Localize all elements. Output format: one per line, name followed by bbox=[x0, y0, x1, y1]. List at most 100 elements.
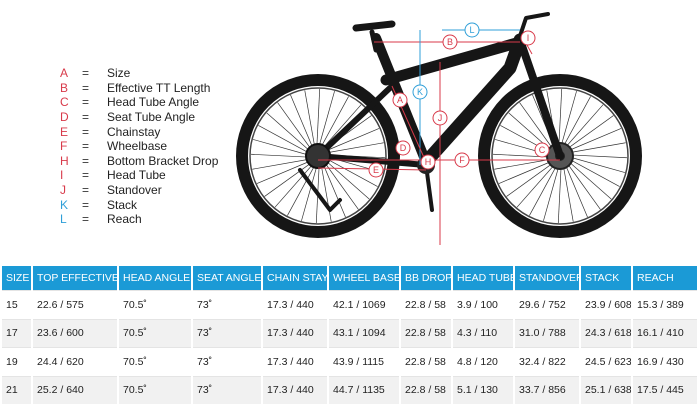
legend-item-c: C = Head Tube Angle bbox=[60, 95, 218, 110]
legend-item-d: D = Seat Tube Angle bbox=[60, 110, 218, 125]
label-e: E bbox=[368, 162, 384, 178]
label-b-text: B bbox=[447, 37, 453, 47]
cell-size: 19 bbox=[2, 347, 33, 376]
label-a-text: A bbox=[397, 95, 403, 105]
table-row: 17 23.6 / 600 70.5˚ 73˚ 17.3 / 440 43.1 … bbox=[2, 318, 699, 348]
wheel-spoke bbox=[323, 158, 370, 200]
legend-equals: = bbox=[82, 197, 90, 212]
wheel-spoke bbox=[264, 160, 315, 197]
cell-top-effective: 22.6 / 575 bbox=[32, 290, 119, 319]
wheel-spoke bbox=[323, 142, 384, 154]
wheel-spoke bbox=[316, 89, 321, 151]
wheel-spoke bbox=[529, 161, 559, 216]
legend-label: Head Tube bbox=[107, 168, 166, 183]
label-l: L bbox=[464, 22, 480, 38]
cell-standover: 29.6 / 752 bbox=[514, 290, 581, 319]
bike-frame bbox=[298, 12, 564, 212]
legend-item-i: I = Head Tube bbox=[60, 168, 218, 183]
legend-label: Chainstay bbox=[107, 124, 161, 139]
cell-reach: 17.5 / 445 bbox=[632, 375, 699, 404]
label-d-text: D bbox=[400, 143, 407, 153]
legend-label: Standover bbox=[107, 183, 162, 198]
wheel-spoke bbox=[287, 161, 317, 216]
label-j-text: J bbox=[438, 113, 443, 123]
legend-label: Seat Tube Angle bbox=[107, 110, 196, 125]
geometry-table: SIZE TOP EFFECTIVE HEAD ANGLE SEAT ANGLE… bbox=[2, 266, 699, 404]
cell-chain-stay: 17.3 / 440 bbox=[262, 347, 329, 376]
wheel-spoke bbox=[277, 102, 314, 153]
legend-equals: = bbox=[82, 212, 90, 227]
cell-seat-angle: 73˚ bbox=[192, 375, 263, 404]
cell-head-tube: 5.1 / 130 bbox=[452, 375, 515, 404]
cell-size: 17 bbox=[2, 318, 33, 348]
legend-letter: F bbox=[60, 139, 68, 154]
legend-equals: = bbox=[82, 124, 90, 139]
label-b: B bbox=[442, 34, 458, 50]
label-i-text: I bbox=[527, 33, 530, 43]
bike-illustration: A B C D E F H bbox=[236, 12, 642, 245]
wheel-spoke bbox=[561, 96, 591, 151]
label-a: A bbox=[392, 92, 408, 108]
legend-letter: K bbox=[60, 197, 69, 212]
wheel-spoke bbox=[563, 115, 614, 152]
wheel-spoke bbox=[543, 161, 561, 222]
header-head-tube: HEAD TUBE bbox=[452, 266, 515, 291]
legend-label: Stack bbox=[107, 197, 138, 212]
cell-chain-stay: 17.3 / 440 bbox=[262, 318, 329, 348]
wheel-spoke bbox=[321, 160, 346, 218]
cell-chain-stay: 17.3 / 440 bbox=[262, 290, 329, 319]
table-row: 21 25.2 / 640 70.5˚ 73˚ 17.3 / 440 44.7 … bbox=[2, 375, 699, 404]
legend-item-e: E = Chainstay bbox=[60, 124, 218, 139]
cell-seat-angle: 73˚ bbox=[192, 318, 263, 348]
legend-letter: A bbox=[60, 66, 69, 81]
header-top-effective: TOP EFFECTIVE bbox=[32, 266, 119, 291]
label-j: J bbox=[432, 110, 448, 126]
cell-chain-stay: 17.3 / 440 bbox=[262, 375, 329, 404]
header-bb-drop: BB DROP bbox=[400, 266, 453, 291]
header-seat-angle: SEAT ANGLE bbox=[192, 266, 263, 291]
header-standover: STANDOVER bbox=[514, 266, 581, 291]
cell-wheel-base: 42.1 / 1069 bbox=[328, 290, 401, 319]
cell-bb-drop: 22.8 / 58 bbox=[400, 318, 453, 348]
wheel-spoke bbox=[304, 90, 316, 151]
wheel-spoke bbox=[258, 125, 313, 155]
header-stack: STACK bbox=[580, 266, 633, 291]
wheel-spoke bbox=[322, 128, 380, 153]
cell-head-angle: 70.5˚ bbox=[118, 318, 193, 348]
cell-size: 15 bbox=[2, 290, 33, 319]
legend-equals: = bbox=[82, 139, 90, 154]
wheel-spoke bbox=[251, 153, 313, 158]
legend-equals: = bbox=[82, 95, 90, 110]
legend-item-f: F = Wheelbase bbox=[60, 139, 218, 154]
cell-top-effective: 23.6 / 600 bbox=[32, 318, 119, 348]
wheel-spoke bbox=[256, 159, 314, 184]
cell-seat-angle: 73˚ bbox=[192, 290, 263, 319]
cell-stack: 25.1 / 638 bbox=[580, 375, 633, 404]
cell-head-angle: 70.5˚ bbox=[118, 375, 193, 404]
label-i: I bbox=[520, 30, 536, 46]
label-h: H bbox=[420, 154, 436, 170]
cell-standover: 32.4 / 822 bbox=[514, 347, 581, 376]
legend-equals: = bbox=[82, 168, 90, 183]
cell-stack: 23.9 / 608 bbox=[580, 290, 633, 319]
legend-equals: = bbox=[82, 183, 90, 198]
cell-head-angle: 70.5˚ bbox=[118, 347, 193, 376]
legend-label: Wheelbase bbox=[107, 139, 168, 154]
wheel-spoke bbox=[564, 159, 601, 210]
legend-equals: = bbox=[82, 80, 90, 95]
label-f-text: F bbox=[459, 155, 465, 165]
legend-label: Reach bbox=[107, 212, 142, 227]
wheel-spoke bbox=[252, 158, 313, 170]
wheel-spoke bbox=[562, 161, 574, 222]
wheel-spoke bbox=[266, 112, 313, 154]
legend-letter: B bbox=[60, 80, 69, 95]
wheel-spoke bbox=[565, 155, 626, 173]
legend-letter: J bbox=[60, 183, 66, 198]
legend-letter: L bbox=[60, 212, 67, 227]
wheel-spoke bbox=[516, 161, 558, 208]
wheel-spoke bbox=[506, 160, 557, 197]
legend-equals: = bbox=[82, 153, 90, 168]
wheel-spoke bbox=[564, 128, 622, 153]
wheel-spoke bbox=[301, 161, 319, 222]
table-row: 19 24.4 / 620 70.5˚ 73˚ 17.3 / 440 43.9 … bbox=[2, 347, 699, 376]
